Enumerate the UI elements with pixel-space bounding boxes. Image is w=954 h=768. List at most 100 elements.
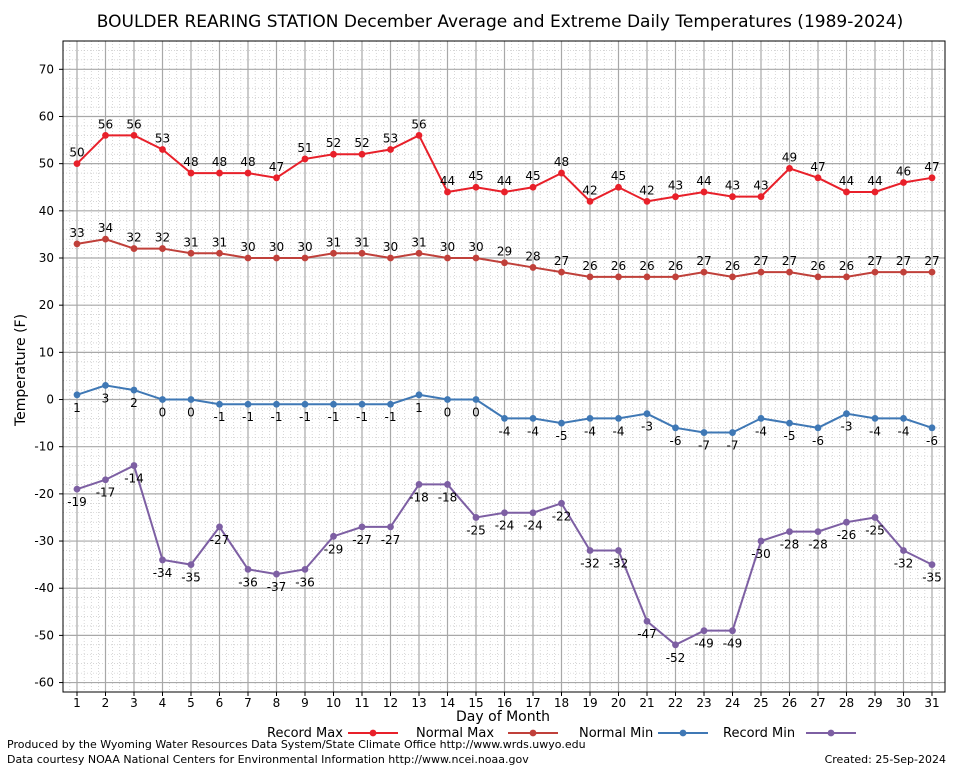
y-tick-label: 10	[39, 345, 54, 359]
normal-min-data-label: -1	[356, 410, 368, 424]
normal-max-data-label: 26	[582, 259, 597, 273]
record-min-data-label: -24	[495, 519, 515, 533]
record-min-point	[73, 485, 81, 493]
normal-min-point	[871, 414, 879, 422]
record-max-series: 50 56 56 53 48 48 48 47 51 52 52 53 56 44 45 44 45 48 42 45…	[69, 117, 940, 205]
record-max-data-label: 47	[924, 160, 939, 174]
record-max-point	[273, 174, 280, 182]
x-axis-ticks: 1 2 3 4 5 6 7 8 9 10 11 12 13 14 15 16 17 18 19 20 21 22 23 24 2…	[73, 692, 940, 710]
record-max-point	[558, 169, 565, 177]
record-max-point	[358, 150, 366, 158]
x-tick-label: 16	[497, 696, 512, 710]
normal-min-point	[102, 381, 109, 389]
footer-created-date: Created: 25-Sep-2024	[825, 753, 946, 766]
normal-min-series: 1 3 2 0 0 -1 -1 -1 -1 -1 -1 -1 1 0 0 -4 -4 -5 -4 -4 -3 -6 -7 -7…	[73, 381, 938, 453]
record-max-data-label: 47	[269, 160, 284, 174]
record-min-data-label: -27	[210, 533, 230, 547]
normal-min-point	[757, 414, 765, 422]
normal-max-data-label: 26	[639, 259, 654, 273]
normal-max-data-label: 26	[839, 259, 854, 273]
normal-max-point	[387, 254, 394, 262]
normal-max-point	[444, 254, 451, 262]
record-min-point	[387, 523, 394, 531]
legend-swatch-marker-record-max	[369, 729, 377, 737]
x-tick-label: 21	[639, 696, 654, 710]
record-min-data-label: -32	[609, 556, 629, 570]
record-min-point	[102, 476, 109, 484]
record-max-data-label: 44	[497, 174, 512, 188]
record-max-data-label: 56	[126, 117, 141, 131]
normal-max-data-label: 27	[554, 254, 569, 268]
record-max-data-label: 43	[753, 179, 768, 193]
record-max-point	[444, 188, 451, 196]
record-max-point	[928, 174, 936, 182]
x-axis-label: Day of Month	[456, 709, 550, 725]
record-min-data-label: -27	[381, 533, 401, 547]
record-max-data-label: 43	[668, 179, 683, 193]
normal-min-point	[900, 414, 907, 422]
y-tick-label: 40	[39, 204, 54, 218]
normal-max-point	[672, 273, 679, 281]
x-tick-label: 11	[354, 696, 369, 710]
normal-min-point	[928, 424, 936, 432]
x-tick-label: 24	[725, 696, 740, 710]
normal-min-point	[244, 400, 252, 408]
record-min-data-label: -47	[637, 627, 657, 641]
record-max-point	[871, 188, 879, 196]
y-tick-label: -50	[34, 628, 54, 642]
normal-max-data-label: 27	[867, 254, 882, 268]
record-min-data-label: -32	[894, 556, 914, 570]
record-min-data-label: -14	[124, 472, 144, 486]
record-min-data-label: -19	[67, 495, 87, 509]
record-min-point	[786, 528, 793, 536]
normal-min-data-label: -1	[242, 410, 254, 424]
legend-label-normal-min: Normal Min	[579, 726, 653, 741]
normal-min-point	[529, 414, 537, 422]
normal-min-data-label: -7	[727, 439, 739, 453]
record-min-point	[643, 617, 651, 625]
normal-max-point	[244, 254, 252, 262]
record-min-data-label: -25	[466, 523, 486, 537]
x-tick-label: 19	[582, 696, 597, 710]
y-tick-label: 50	[39, 157, 54, 171]
record-min-point	[216, 523, 223, 531]
record-min-point	[615, 547, 622, 554]
record-min-point	[244, 565, 252, 573]
record-max-point	[330, 150, 337, 158]
record-min-data-label: -17	[96, 486, 116, 500]
normal-max-data-label: 31	[183, 235, 198, 249]
record-min-point	[415, 481, 423, 488]
record-min-data-label: -28	[808, 538, 828, 552]
record-max-data-label: 52	[354, 136, 369, 150]
record-min-point	[928, 561, 936, 569]
record-max-data-label: 45	[611, 169, 626, 183]
record-min-series: -19-17-14-34 -35-27-36 -37 -36-29-27 -27-18-…	[67, 462, 942, 665]
normal-min-data-label: 0	[187, 406, 195, 420]
normal-max-data-label: 26	[611, 259, 626, 273]
record-min-data-label: -36	[238, 575, 258, 589]
record-max-data-label: 44	[696, 174, 711, 188]
normal-min-data-label: -4	[613, 424, 625, 438]
x-tick-label: 13	[411, 696, 426, 710]
normal-min-data-label: -6	[670, 434, 682, 448]
record-min-data-label: -49	[694, 637, 714, 651]
record-max-data-label: 44	[440, 174, 455, 188]
normal-max-point	[900, 268, 907, 276]
record-min-data-label: -29	[324, 542, 344, 556]
record-max-point	[472, 183, 480, 191]
record-min-point	[501, 509, 508, 517]
normal-max-point	[786, 268, 793, 276]
normal-max-point	[130, 245, 138, 252]
x-tick-label: 29	[867, 696, 882, 710]
normal-min-data-label: -4	[898, 424, 910, 438]
normal-max-data-label: 27	[782, 254, 797, 268]
normal-min-point	[814, 424, 822, 432]
record-min-point	[330, 532, 337, 540]
normal-max-point	[928, 268, 936, 276]
record-max-point	[786, 164, 793, 172]
record-min-data-label: -36	[295, 575, 315, 589]
record-max-data-label: 49	[782, 150, 797, 164]
normal-max-point	[159, 245, 166, 252]
record-min-data-label: -24	[523, 519, 543, 533]
